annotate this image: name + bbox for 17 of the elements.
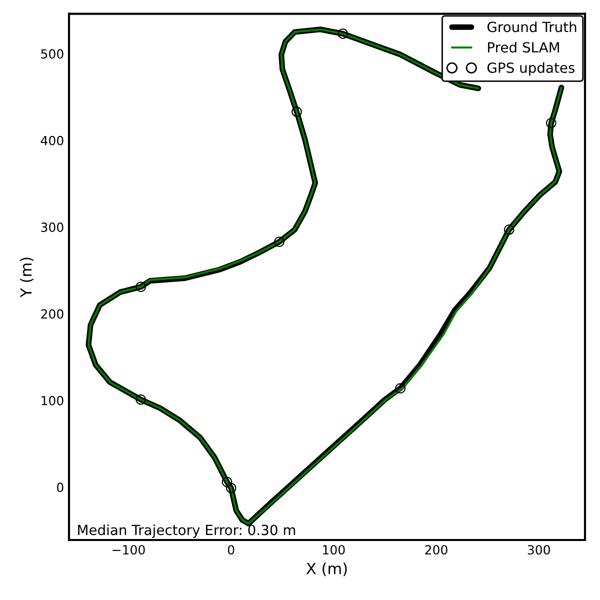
legend-label: GPS updates [487, 62, 575, 76]
x-tick-label: 200 [425, 545, 448, 555]
y-tick-label: 200 [41, 309, 64, 319]
x-tick-label: 300 [528, 545, 550, 555]
y-tick-label: 500 [41, 49, 64, 59]
legend-label: Ground Truth [487, 21, 576, 32]
y-axis-title: Y (m) [20, 258, 34, 298]
y-tick-label: 300 [41, 222, 64, 232]
x-axis-title: X (m) [306, 562, 347, 576]
y-tick-label: 400 [40, 136, 64, 146]
x-tick-label: 0 [228, 545, 234, 555]
y-tick-label: 0 [57, 482, 64, 492]
legend-label: Pred SLAM [488, 42, 559, 53]
x-tick-label: −100 [112, 545, 145, 555]
annotation: Median Trajectory Error: 0.30 m [78, 524, 296, 538]
x-tick-label: 100 [323, 545, 345, 555]
y-tick-label: 100 [42, 396, 64, 406]
